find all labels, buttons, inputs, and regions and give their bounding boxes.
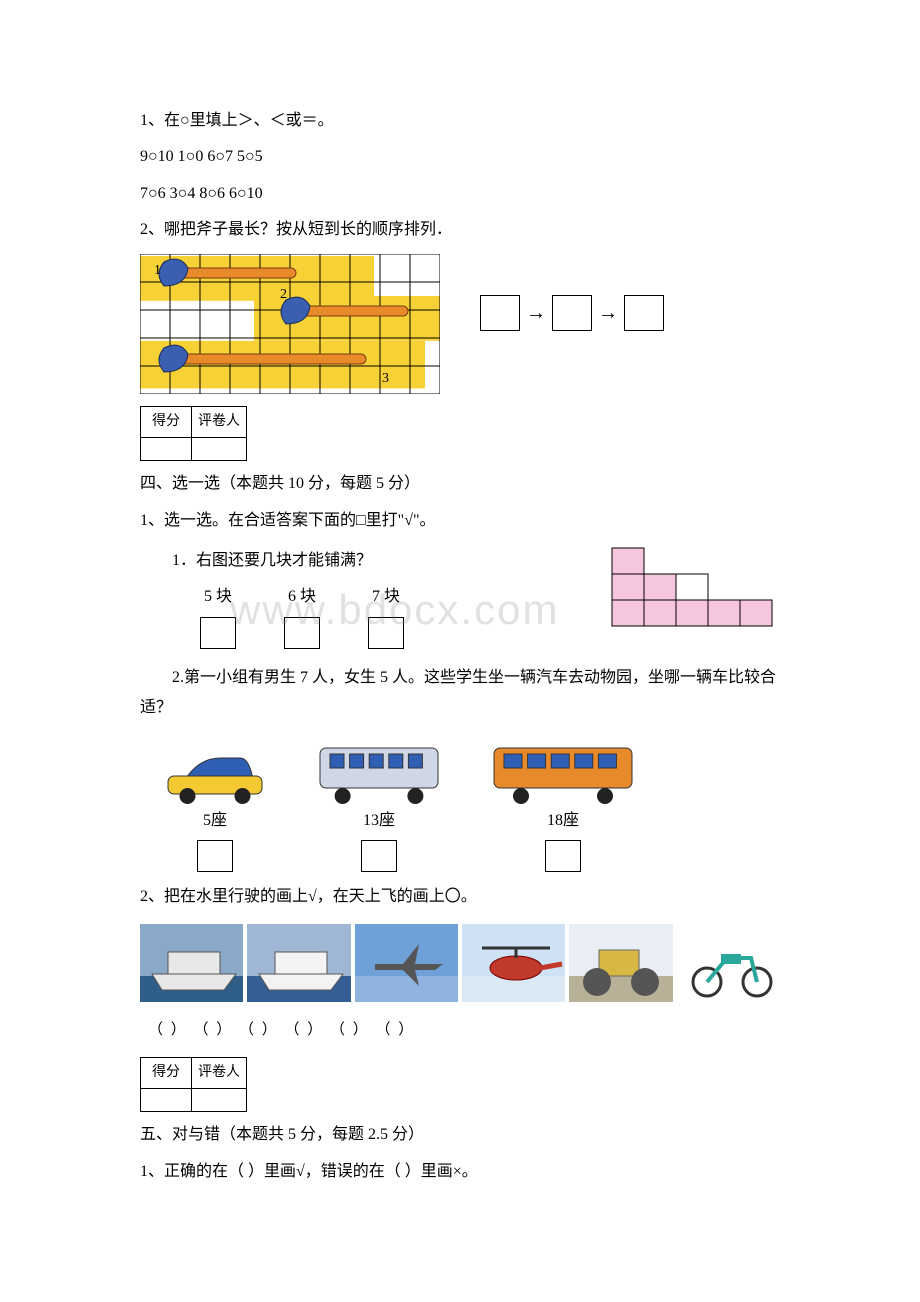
q1-prompt: 1、在○里填上＞、＜或＝。	[140, 106, 780, 136]
vehicle-2-box[interactable]	[361, 840, 397, 872]
photo-answer-parens: （ ） （ ） （ ） （ ） （ ） （ ）	[148, 1016, 780, 1045]
photo-ship2	[247, 924, 350, 1002]
vehicle-3: 18座	[488, 738, 638, 872]
score-table: 得分 评卷人	[140, 406, 247, 462]
vehicle-1-box[interactable]	[197, 840, 233, 872]
vehicle-3-seat: 18座	[488, 806, 638, 836]
vehicle-2: 13座	[314, 738, 444, 872]
svg-text:2: 2	[280, 287, 287, 302]
q1-row1: 9○10 1○0 6○7 5○5	[140, 142, 780, 172]
order-box-2[interactable]	[552, 295, 592, 331]
photo-ebike	[677, 924, 780, 1002]
section4-title: 四、选一选（本题共 10 分，每题 5 分）	[140, 469, 780, 499]
score-table-2: 得分 评卷人	[140, 1057, 247, 1113]
photo-helicopter	[462, 924, 565, 1002]
photo-row	[140, 924, 780, 1002]
svg-text:1: 1	[154, 263, 161, 278]
s5q1: 1、正确的在（ ）里画√，错误的在（ ）里画×。	[140, 1157, 780, 1187]
tiles-question-row: 1．右图还要几块才能铺满？ 5 块 6 块 7 块	[140, 546, 780, 649]
bus-icon	[488, 738, 638, 804]
q2-prompt: 2、哪把斧子最长？按从短到长的顺序排列．	[140, 215, 780, 245]
axes-figure-row: 1 2 3 → →	[140, 254, 780, 394]
score2-col-grader: 评卷人	[192, 1057, 247, 1089]
tiles-opt-3-box[interactable]	[368, 617, 404, 649]
tiles-opt-1-box[interactable]	[200, 617, 236, 649]
order-box-1[interactable]	[480, 295, 520, 331]
vehicle-2-seat: 13座	[314, 806, 444, 836]
grader-blank[interactable]	[192, 438, 247, 461]
tiles-opt-2-box[interactable]	[284, 617, 320, 649]
photo-ship1	[140, 924, 243, 1002]
tiles-opt-1-label: 5 块	[200, 582, 236, 612]
score-blank[interactable]	[141, 438, 192, 461]
s4q1-prompt: 1、选一选。在合适答案下面的□里打"√"。	[140, 506, 780, 536]
score-col-score: 得分	[141, 406, 192, 438]
photo-roller	[569, 924, 672, 1002]
tiles-opt-2: 6 块	[284, 582, 320, 648]
tiles-opt-3-label: 7 块	[368, 582, 404, 612]
section5-title: 五、对与错（本题共 5 分，每题 2.5 分）	[140, 1120, 780, 1150]
svg-text:3: 3	[382, 371, 389, 386]
tiles-options: 5 块 6 块 7 块	[200, 582, 404, 648]
arrow-icon: →	[598, 294, 618, 332]
tiles-opt-1: 5 块	[200, 582, 236, 648]
car-icon	[160, 744, 270, 804]
vehicle-3-box[interactable]	[545, 840, 581, 872]
q1-row2: 7○6 3○4 8○6 6○10	[140, 179, 780, 209]
vehicle-1: 5座	[160, 744, 270, 872]
vehicle-options: 5座 13座 18座	[160, 738, 780, 872]
vehicle-1-seat: 5座	[160, 806, 270, 836]
order-box-3[interactable]	[624, 295, 664, 331]
s4q2-prompt: 2、把在水里行驶的画上√，在天上飞的画上〇。	[140, 882, 780, 912]
bus-question: 2.第一小组有男生 7 人，女生 5 人。这些学生坐一辆汽车去动物园，坐哪一辆车…	[140, 663, 780, 724]
arrow-icon: →	[526, 294, 546, 332]
tiles-question: 1．右图还要几块才能铺满？	[140, 546, 404, 576]
grader2-blank[interactable]	[192, 1089, 247, 1112]
score2-col-score: 得分	[141, 1057, 192, 1089]
tiles-grid	[610, 546, 780, 636]
score-col-grader: 评卷人	[192, 406, 247, 438]
tiles-opt-3: 7 块	[368, 582, 404, 648]
minibus-icon	[314, 738, 444, 804]
score2-blank[interactable]	[141, 1089, 192, 1112]
tiles-opt-2-label: 6 块	[284, 582, 320, 612]
order-answer-boxes: → →	[480, 294, 664, 332]
photo-plane	[355, 924, 458, 1002]
axes-figure: 1 2 3	[140, 254, 440, 394]
